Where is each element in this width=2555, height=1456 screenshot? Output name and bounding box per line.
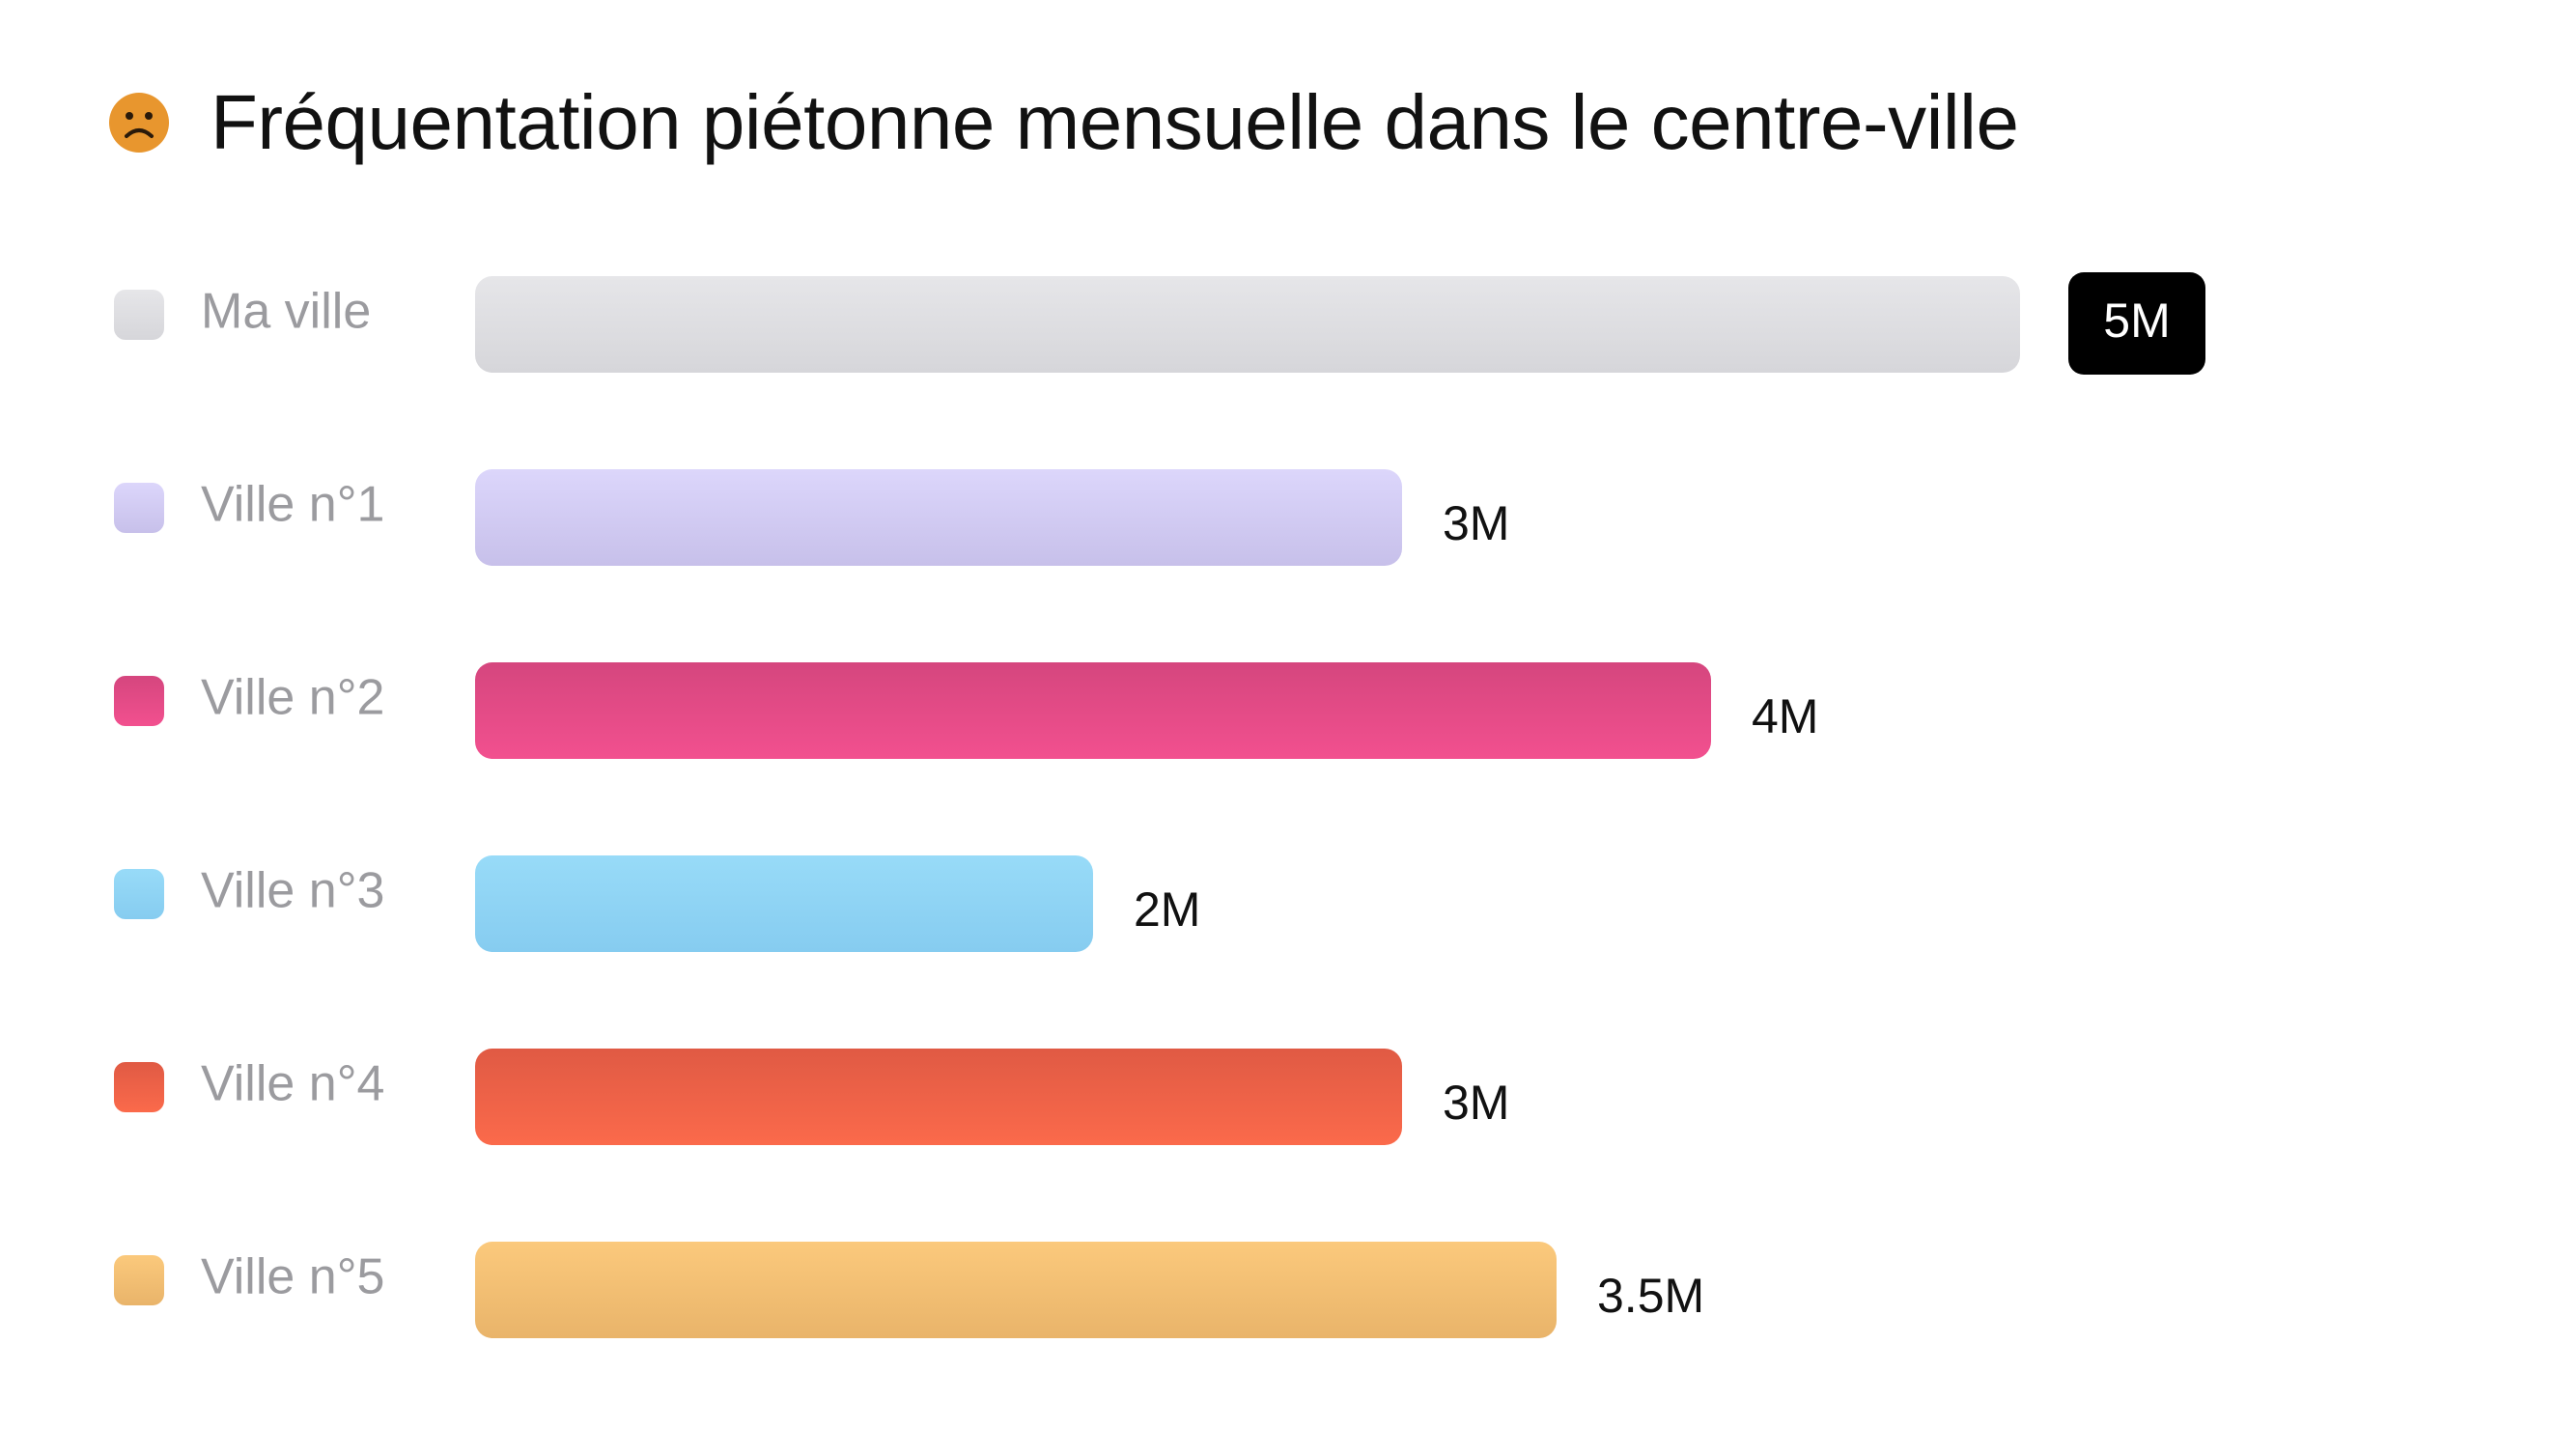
category-label: Ville n°2 bbox=[201, 670, 384, 726]
category-label: Ville n°5 bbox=[201, 1249, 384, 1305]
highlight-value-badge bbox=[2068, 272, 2205, 375]
category-label: Ville n°3 bbox=[201, 863, 384, 919]
value-label: 3.5M bbox=[1597, 1269, 1704, 1323]
legend-swatch bbox=[114, 869, 164, 919]
value-label: 3M bbox=[1443, 1076, 1509, 1130]
bar bbox=[475, 1242, 1557, 1338]
chart-title: Fréquentation piétonne mensuelle dans le… bbox=[211, 79, 2019, 165]
legend-swatch bbox=[114, 290, 164, 340]
sad-face-icon bbox=[109, 93, 169, 153]
category-label: Ville n°4 bbox=[201, 1056, 384, 1112]
legend-swatch bbox=[114, 1062, 164, 1112]
category-label: Ma ville bbox=[201, 284, 371, 340]
legend-swatch bbox=[114, 676, 164, 726]
value-label: 4M bbox=[1752, 689, 1818, 743]
bar bbox=[475, 276, 2020, 373]
bar bbox=[475, 855, 1093, 952]
bar bbox=[475, 469, 1402, 566]
value-label: 2M bbox=[1134, 882, 1200, 937]
chart-header: Fréquentation piétonne mensuelle dans le… bbox=[108, 70, 2019, 176]
value-label: 3M bbox=[1443, 496, 1509, 550]
bar bbox=[475, 1049, 1402, 1145]
category-label: Ville n°1 bbox=[201, 477, 384, 533]
bar bbox=[475, 662, 1711, 759]
legend-swatch bbox=[114, 483, 164, 533]
legend-swatch bbox=[114, 1255, 164, 1305]
value-label: 5M bbox=[2103, 294, 2170, 348]
